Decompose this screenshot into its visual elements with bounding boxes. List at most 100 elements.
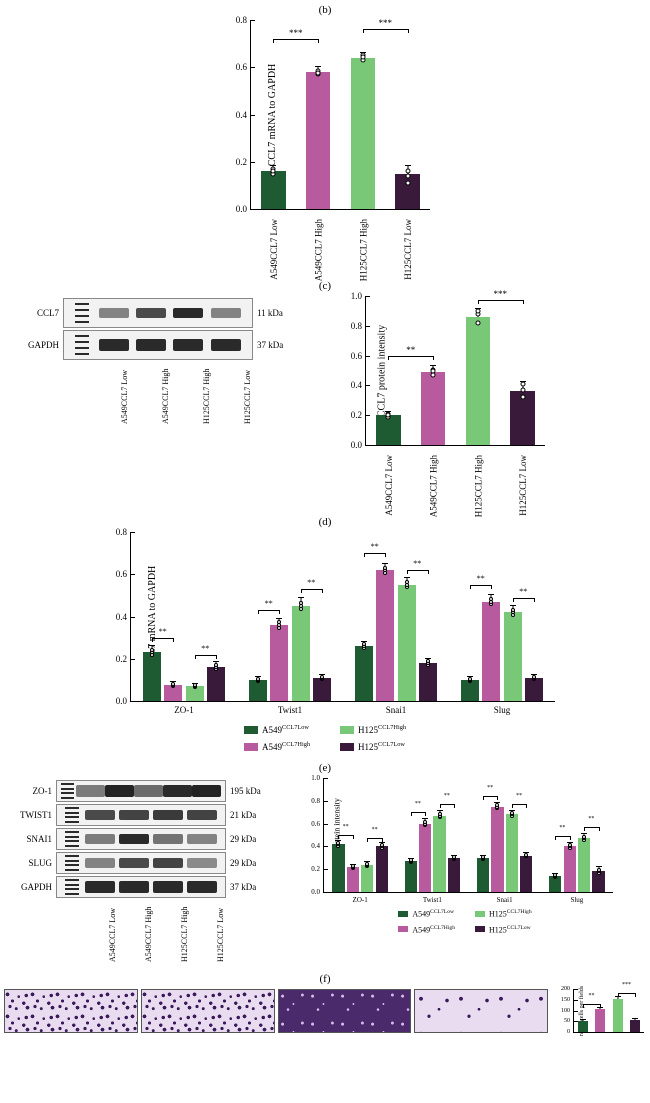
blot-band <box>211 339 241 351</box>
blot-band <box>211 308 241 318</box>
transwell-image <box>278 989 412 1033</box>
panel-f-row: rative cells per fields 050100150200****… <box>0 989 650 1033</box>
blot-band <box>85 881 115 893</box>
blot-band <box>134 785 163 797</box>
bar <box>355 646 373 701</box>
legend-label: H125CCL7High <box>358 724 406 735</box>
blot-protein-label: GAPDH <box>8 882 56 892</box>
blot-row: GAPDH 37 kDa <box>8 876 278 898</box>
legend-label: A549CCL7Low <box>412 909 454 919</box>
x-group-label: Snai1 <box>497 896 513 904</box>
bar <box>520 856 532 892</box>
blot-kda-label: 195 kDa <box>230 786 261 796</box>
blot-lane-label: A549CCL7 Low <box>108 908 117 962</box>
legend-swatch <box>340 726 354 734</box>
legend-item: A549CCL7Low <box>244 724 310 735</box>
blot-protein-label: ZO-1 <box>8 786 56 796</box>
blot-band <box>136 308 166 318</box>
bar <box>477 858 489 892</box>
panel-e-chart: CCL7 protein intensity 0.00.20.40.60.81.… <box>288 778 618 893</box>
transwell-image <box>4 989 138 1033</box>
bar <box>398 585 416 701</box>
blot-lane-label: H125CCL7 High <box>202 369 211 424</box>
legend-label: A549CCL7High <box>262 741 310 752</box>
panel-e: ZO-1 195 kDa TWIST1 21 kDa SNAI1 29 kDa SLUG29… <box>0 778 650 965</box>
blot-lane-label: A549CCL7 High <box>161 369 170 424</box>
blot-kda-label: 37 kDa <box>230 882 256 892</box>
panel-d-label: (d) <box>0 516 650 528</box>
blot-band <box>119 881 149 893</box>
legend-item: H125CCL7Low <box>475 925 532 935</box>
blot-band <box>153 858 183 868</box>
x-axis-label: H125CCL7 Low <box>518 455 528 516</box>
panel-c-blots: CCL711 kDaGAPDH37 kDa A549CCL7 LowA549CC… <box>15 296 305 432</box>
blot-kda-label: 29 kDa <box>230 834 256 844</box>
blot-band <box>136 339 166 351</box>
blot-protein-label: TWIST1 <box>8 810 56 820</box>
bar <box>347 867 359 892</box>
bar <box>395 174 420 209</box>
legend-swatch <box>398 911 408 917</box>
x-axis-label: H125CCL7 High <box>473 455 483 517</box>
legend-swatch <box>244 726 258 734</box>
blot-band <box>187 881 217 893</box>
panel-d-chart: CCL7 mRNA to GAPDH 0.00.20.40.60.8ZO-1Tw… <box>85 532 565 702</box>
blot-band <box>85 858 115 868</box>
blot-protein-label: SNAI1 <box>8 834 56 844</box>
x-axis-label: A549CCL7 Low <box>268 219 278 280</box>
x-group-label: Slug <box>494 705 511 715</box>
bar <box>421 372 446 445</box>
bar <box>332 844 344 892</box>
panel-c-chart: CCL7 protein intensity 0.00.20.40.60.81.… <box>325 296 555 446</box>
blot-strip <box>56 804 226 826</box>
blot-band <box>173 339 203 351</box>
panel-b-chart: CCL7 mRNA to GAPDH 0.00.20.40.60.8A549CC… <box>210 20 440 210</box>
legend-label: H125CCL7Low <box>358 741 405 752</box>
blot-band <box>105 785 134 797</box>
bar <box>207 667 225 701</box>
bar <box>361 865 373 892</box>
legend-item: A549CCL7Low <box>398 909 455 919</box>
blot-lane-label: H125CCL7 High <box>180 907 189 962</box>
blot-kda-label: 11 kDa <box>257 308 283 318</box>
legend-label: A549CCL7High <box>412 925 455 935</box>
x-group-label: Twist1 <box>423 896 442 904</box>
bar <box>525 678 543 701</box>
transwell-image <box>414 989 548 1033</box>
blot-band <box>76 785 105 797</box>
blot-row: TWIST1 21 kDa <box>8 804 278 826</box>
blot-protein-label: GAPDH <box>15 340 63 350</box>
blot-row: GAPDH37 kDa <box>15 330 305 360</box>
legend-item: A549CCL7High <box>244 741 310 752</box>
legend-swatch <box>340 743 354 751</box>
bar <box>376 415 401 445</box>
panel-f-label: (f) <box>0 973 650 985</box>
blot-band <box>85 810 115 820</box>
legend-item: H125CCL7Low <box>340 741 406 752</box>
bar <box>595 1009 605 1032</box>
bar <box>313 678 331 701</box>
blot-kda-label: 21 kDa <box>230 810 256 820</box>
blot-band <box>119 858 149 868</box>
bar <box>506 814 518 892</box>
legend-swatch <box>398 926 408 932</box>
blot-strip <box>63 330 253 360</box>
blot-row: SLUG29 kDa <box>8 852 278 874</box>
x-axis-label: A549CCL7 Low <box>383 455 393 516</box>
bar <box>419 663 437 701</box>
bar <box>433 816 445 892</box>
legend-label: H125CCL7Low <box>489 925 531 935</box>
bar <box>270 625 288 701</box>
blot-band <box>99 339 129 351</box>
blot-band <box>85 834 115 844</box>
blot-strip <box>56 852 226 874</box>
blot-band <box>119 834 149 844</box>
blot-band <box>119 810 149 820</box>
x-axis-label: A549CCL7 High <box>428 455 438 517</box>
blot-band <box>192 785 221 797</box>
blot-row: ZO-1 195 kDa <box>8 780 278 802</box>
legend-swatch <box>244 743 258 751</box>
x-axis-label: H125CCL7 Low <box>403 219 413 280</box>
bar <box>292 606 310 701</box>
blot-strip <box>63 298 253 328</box>
